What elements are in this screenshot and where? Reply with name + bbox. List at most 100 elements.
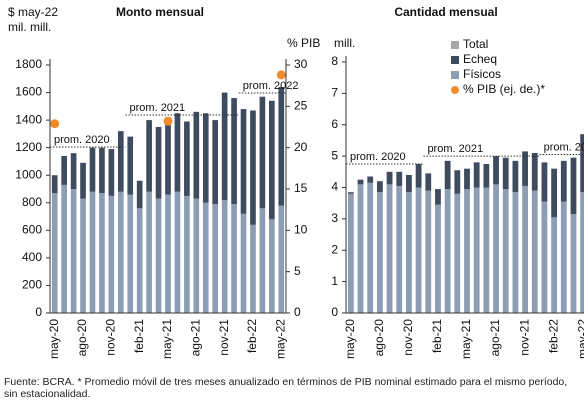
y2-tick-label: 10 xyxy=(294,223,308,237)
x-tick-label: feb-21 xyxy=(132,319,146,353)
pib-dot xyxy=(50,119,60,129)
bar-segment xyxy=(502,189,509,313)
y-tick-label: 1000 xyxy=(15,167,42,181)
bar-segment xyxy=(473,162,480,188)
bar-segment xyxy=(174,191,181,313)
bar-segment xyxy=(165,117,171,195)
bar-segment xyxy=(357,179,364,185)
bar-segment xyxy=(70,153,77,189)
pib-dot xyxy=(276,70,286,80)
bar-segment xyxy=(155,198,162,313)
bar-segment xyxy=(136,180,143,209)
y-tick-label: 1800 xyxy=(15,57,42,71)
bar-segment xyxy=(570,157,577,215)
bar-segment xyxy=(406,174,412,193)
bar-segment xyxy=(108,149,115,196)
bar-segment xyxy=(347,193,354,313)
x-tick-label: feb-22 xyxy=(546,319,560,353)
bar-segment xyxy=(231,98,237,205)
x-tick-label: may-22 xyxy=(575,319,584,359)
bar-segment xyxy=(136,208,143,313)
chart-title: Cantidad mensual xyxy=(394,5,497,19)
legend-label: Físicos xyxy=(463,67,501,81)
bar-segment xyxy=(483,163,490,188)
bar-segment xyxy=(415,187,422,313)
bar-segment xyxy=(51,193,58,313)
bar-segment xyxy=(541,201,548,313)
x-tick-label: may-21 xyxy=(160,319,174,359)
bar-segment xyxy=(464,168,470,190)
bar-segment xyxy=(454,170,461,194)
bar-segment xyxy=(541,162,548,202)
average-label: prom. 2020 xyxy=(54,134,110,146)
legend-marker xyxy=(451,56,459,64)
bar-segment xyxy=(221,200,228,313)
y-tick-label: 1600 xyxy=(15,85,42,99)
x-tick-label: may-22 xyxy=(273,319,287,359)
y2-tick-label: 5 xyxy=(294,264,301,278)
x-tick-label: may-21 xyxy=(459,319,473,359)
bar-segment xyxy=(231,204,237,313)
bar-segment xyxy=(444,189,451,313)
bar-segment xyxy=(184,195,190,313)
x-tick-label: feb-22 xyxy=(245,319,259,353)
bar-segment xyxy=(259,208,266,313)
average-label: prom. 2022 xyxy=(243,80,299,92)
y2-axis-label: % PIB xyxy=(287,36,320,50)
bar-segment xyxy=(483,187,490,313)
legend-marker xyxy=(451,86,459,94)
bar-segment xyxy=(473,187,480,313)
bar-segment xyxy=(580,134,584,193)
y-tick-label: 6 xyxy=(331,117,338,131)
y-tick-label: 4 xyxy=(331,180,338,194)
bar-segment xyxy=(99,147,105,194)
bar-segment xyxy=(376,181,383,193)
bar-segment xyxy=(522,151,528,186)
y-tick-label: 7 xyxy=(331,86,338,100)
bar-segment xyxy=(444,160,451,190)
y-tick-label: 800 xyxy=(22,195,42,209)
x-tick-label: nov-21 xyxy=(517,319,531,356)
bar-segment xyxy=(51,175,58,194)
bar-segment xyxy=(202,202,209,313)
x-tick-label: may-20 xyxy=(47,319,61,359)
bar-segment xyxy=(80,162,86,199)
y2-tick-label: 0 xyxy=(294,305,301,319)
bar-segment xyxy=(425,190,432,313)
y-tick-label: 1 xyxy=(331,274,338,288)
average-label: prom. 2020 xyxy=(350,151,406,163)
bar-segment xyxy=(221,92,228,201)
bar-segment xyxy=(146,191,152,313)
bar-segment xyxy=(99,193,105,313)
bar-segment xyxy=(155,127,162,199)
y-tick-label: 1400 xyxy=(15,112,42,126)
source-note: Fuente: BCRA. * Promedio móvil de tres m… xyxy=(4,376,568,400)
y-tick-label: 1200 xyxy=(15,140,42,154)
average-label: prom. 2021 xyxy=(427,143,483,155)
bar-segment xyxy=(108,195,115,313)
bar-segment xyxy=(250,224,256,313)
bar-segment xyxy=(522,185,528,313)
bar-segment xyxy=(259,96,266,209)
bar-segment xyxy=(415,163,422,188)
bar-segment xyxy=(406,192,412,313)
bar-segment xyxy=(580,192,584,313)
bar-segment xyxy=(531,190,538,313)
x-tick-label: feb-21 xyxy=(430,319,444,353)
bar-segment xyxy=(570,214,577,313)
legend-label: Echeq xyxy=(463,52,497,66)
x-tick-label: may-20 xyxy=(343,319,357,359)
bar-segment xyxy=(165,194,171,313)
bar-segment xyxy=(250,110,256,225)
y-tick-label: 200 xyxy=(22,278,42,292)
bar-segment xyxy=(493,156,499,185)
bar-segment xyxy=(278,87,285,206)
bar-segment xyxy=(89,191,96,313)
bar-segment xyxy=(512,192,519,313)
bar-segment xyxy=(531,152,538,191)
bar-segment xyxy=(396,185,403,313)
bar-segment xyxy=(89,147,96,192)
bar-segment xyxy=(202,113,209,203)
y-axis-label: mil. mill. xyxy=(8,20,51,34)
